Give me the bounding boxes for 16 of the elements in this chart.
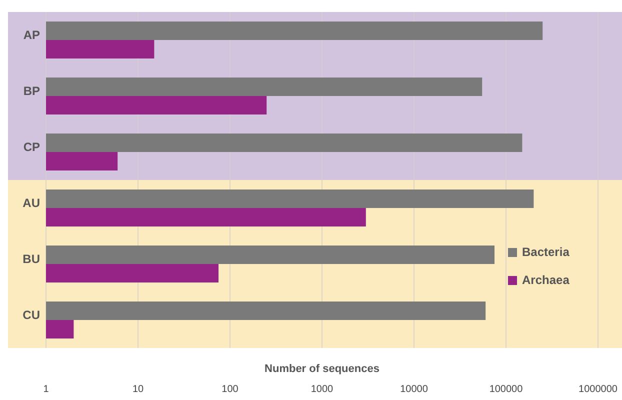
y-tick-label: BU [22, 252, 40, 266]
y-tick-label: CU [22, 308, 40, 322]
x-tick-label: 100 [222, 384, 239, 395]
x-tick-label: 1 [43, 384, 50, 395]
legend-label: Archaea [522, 273, 570, 288]
x-tick-label: 1000 [310, 384, 334, 395]
y-tick-label: CP [23, 140, 40, 154]
y-tick-label: AU [22, 196, 40, 210]
y-tick-label: BP [23, 84, 40, 98]
x-tick-label: 100000 [489, 384, 524, 395]
legend-label: Bacteria [522, 245, 570, 260]
x-tick-label: 10000 [400, 384, 428, 395]
y-tick-label: AP [23, 28, 40, 42]
x-tick-label: 1000000 [578, 384, 618, 395]
x-tick-label: 10 [132, 384, 144, 395]
x-axis-title: Number of sequences [264, 363, 380, 375]
